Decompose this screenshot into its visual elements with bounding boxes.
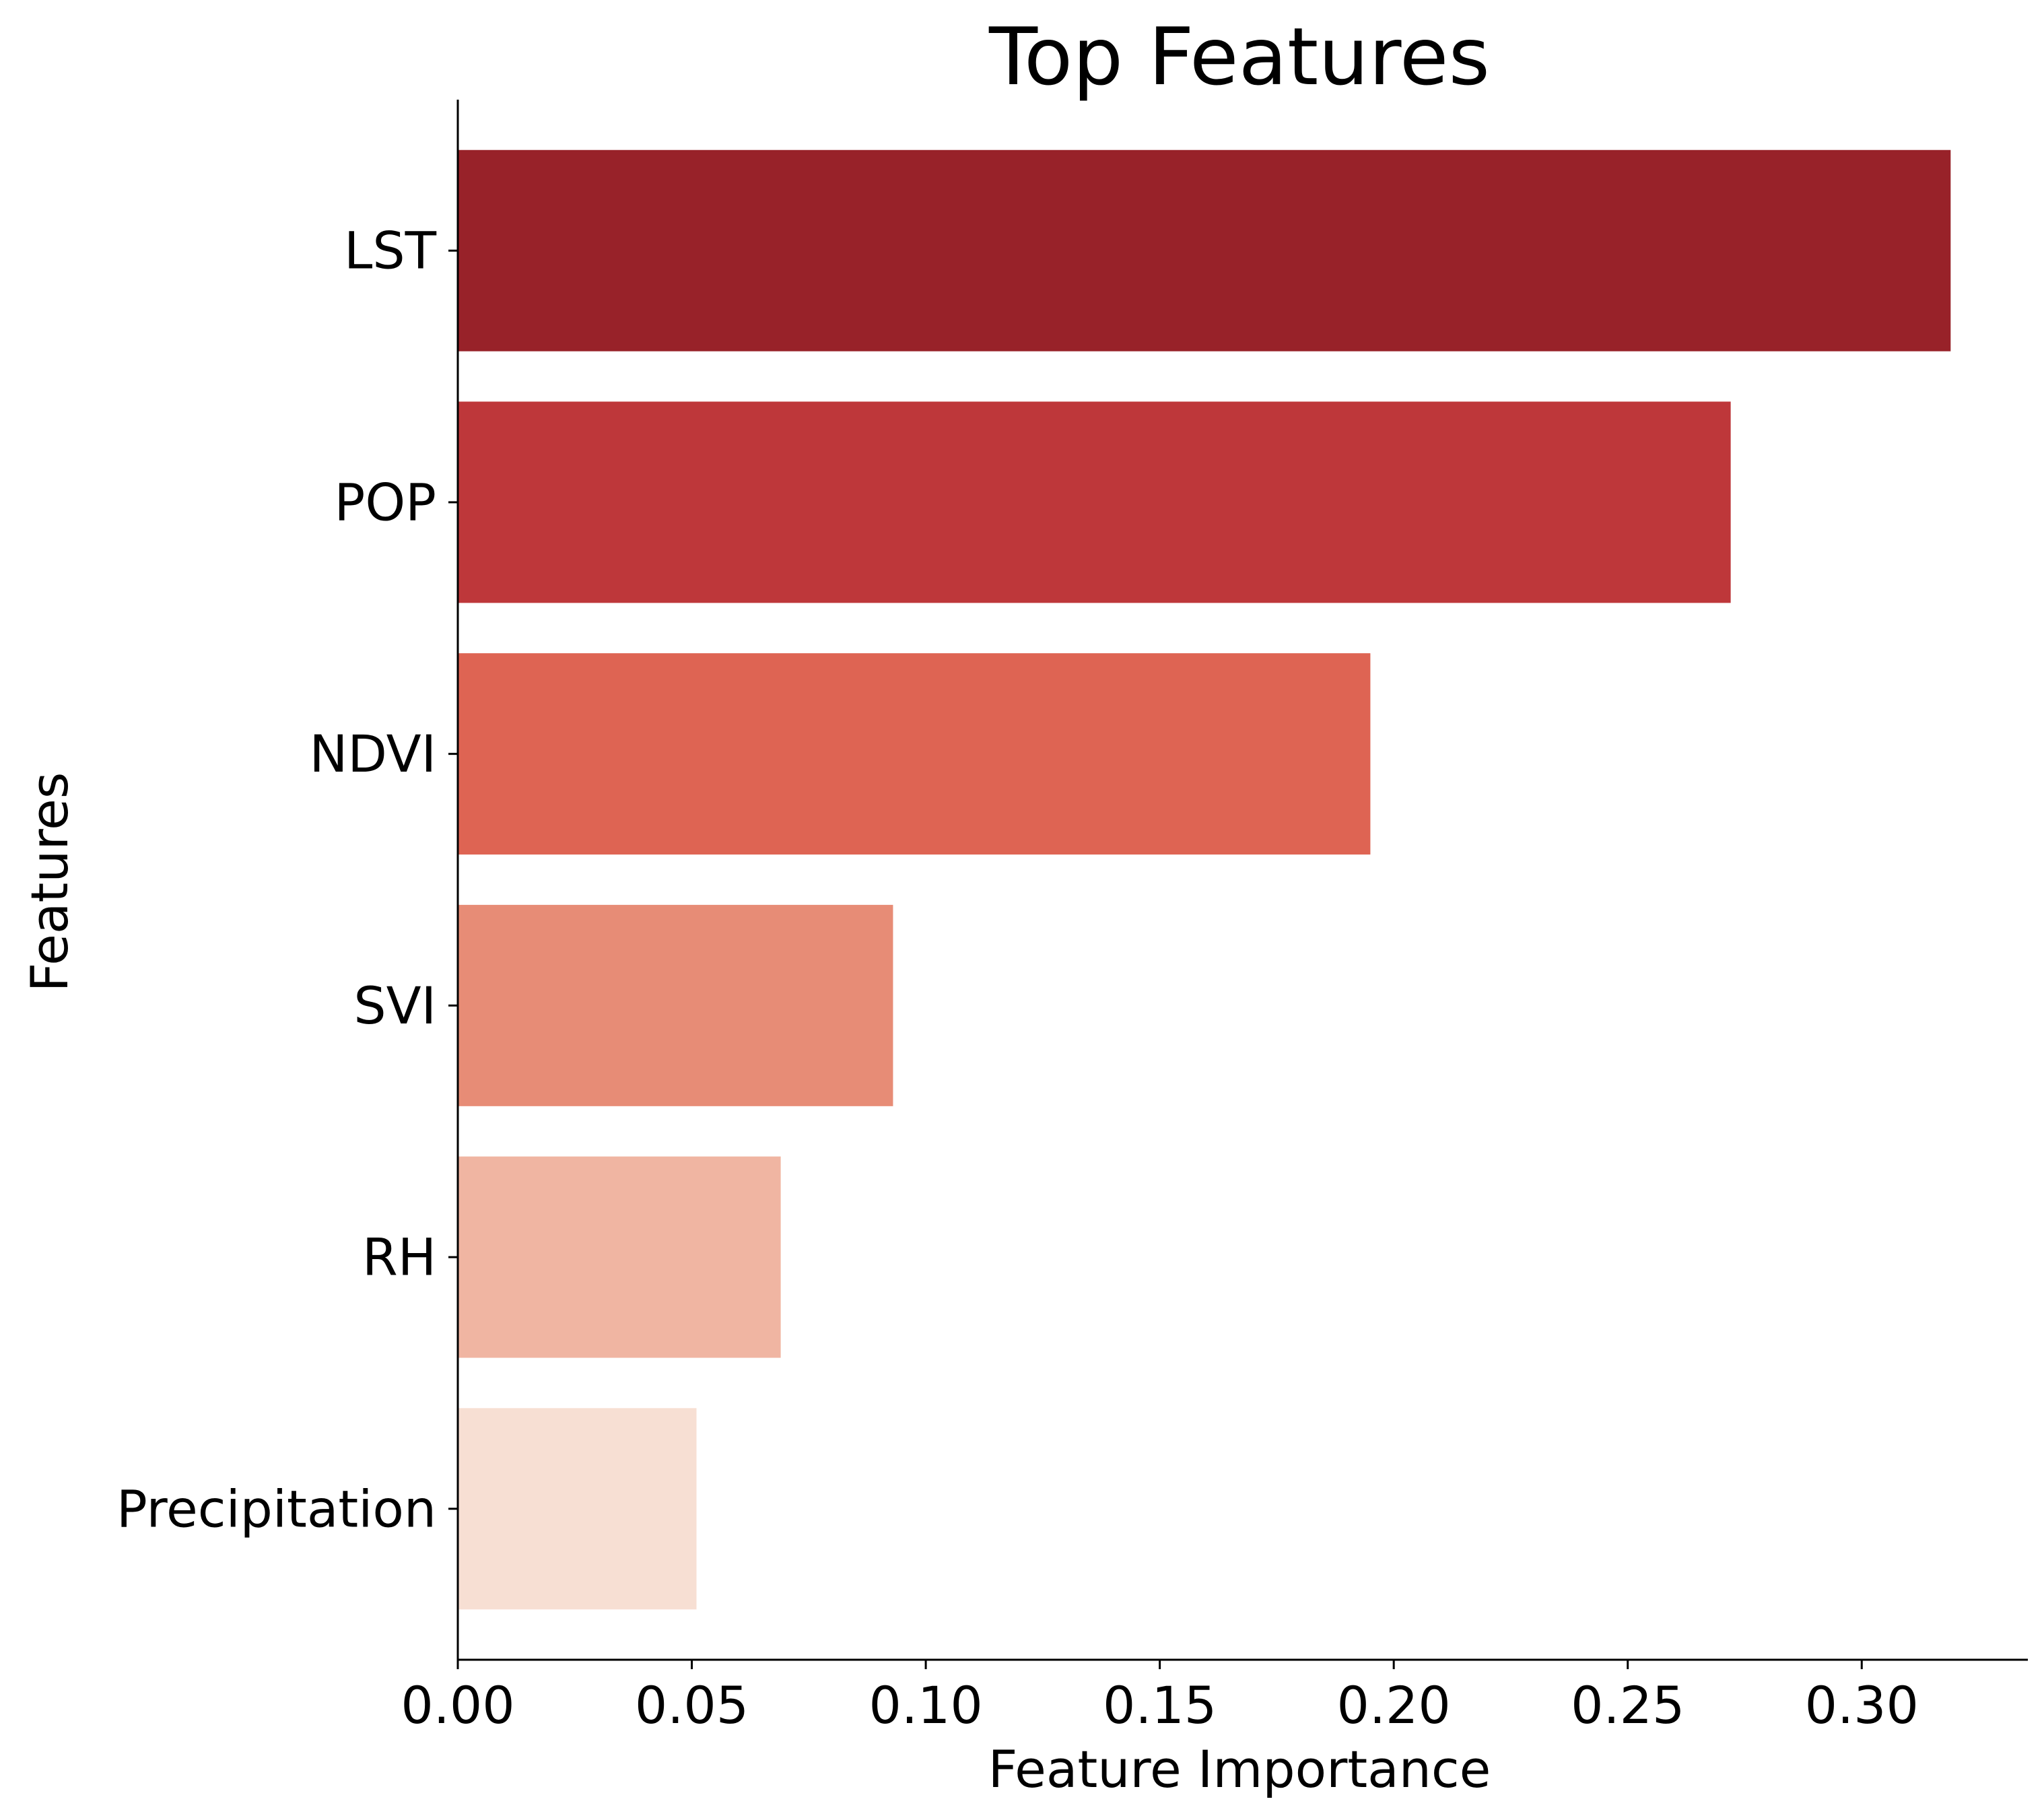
bar-precipitation [458, 1408, 697, 1610]
y-tick-label-precipitation: Precipitation [116, 1479, 436, 1539]
x-axis-label: Feature Importance [988, 1739, 1491, 1799]
x-tick-label: 0.25 [1571, 1675, 1684, 1735]
y-ticks-layer: LST POP NDVI SVI RH Precipitation [116, 221, 458, 1539]
axes-layer [456, 100, 2028, 1661]
y-axis-label: Features [20, 772, 79, 992]
x-ticks-layer: 0.00 0.05 0.10 0.15 0.20 0.25 0.30 [401, 1660, 1919, 1735]
x-tick-label: 0.15 [1103, 1675, 1217, 1735]
bar-lst [458, 149, 1951, 351]
y-tick-label-rh: RH [362, 1227, 436, 1287]
bar-rh [458, 1156, 781, 1358]
y-tick-label-lst: LST [344, 221, 437, 281]
x-tick-label: 0.00 [401, 1675, 514, 1735]
x-tick-label: 0.30 [1805, 1675, 1919, 1735]
bars-layer [458, 149, 1951, 1610]
x-tick-label: 0.10 [869, 1675, 982, 1735]
y-tick-label-ndvi: NDVI [310, 724, 436, 784]
bar-pop [458, 401, 1731, 603]
x-tick-label: 0.20 [1337, 1675, 1451, 1735]
x-tick-label: 0.05 [635, 1675, 749, 1735]
bar-svi [458, 904, 893, 1106]
y-tick-label-pop: POP [335, 472, 436, 532]
chart-title: Top Features [988, 10, 1490, 103]
y-tick-label-svi: SVI [353, 976, 436, 1036]
bar-ndvi [458, 653, 1371, 855]
